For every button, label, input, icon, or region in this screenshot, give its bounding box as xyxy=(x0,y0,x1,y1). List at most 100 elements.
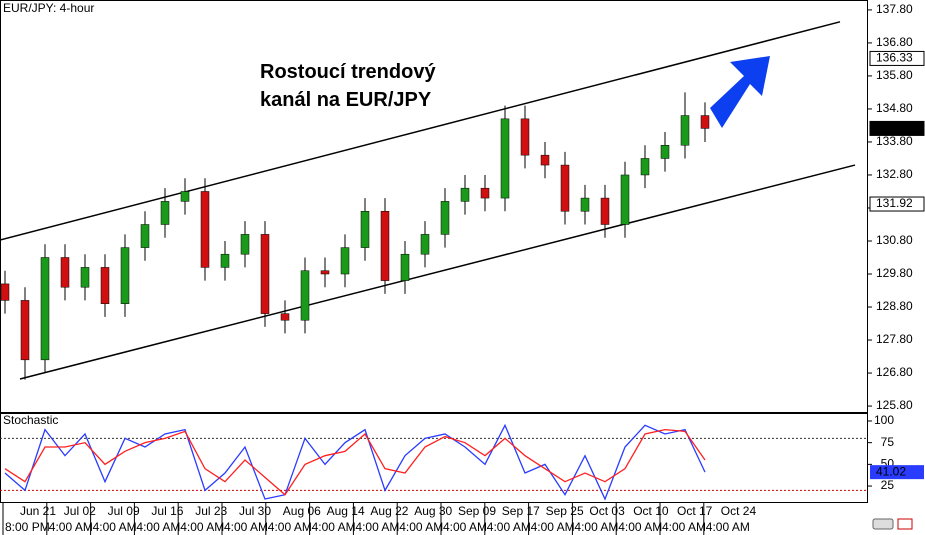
trend-line xyxy=(0,21,841,241)
candle-body xyxy=(440,201,450,235)
candle-body xyxy=(280,313,290,321)
candle-body xyxy=(640,158,650,176)
x-date-label: Jul 09 xyxy=(108,504,140,518)
candle-body xyxy=(460,187,470,202)
x-time-label: 4:00 AM xyxy=(224,520,268,534)
candle-body xyxy=(540,154,550,166)
annotation: kanál na EUR/JPY xyxy=(260,89,432,111)
x-date-label: Aug 22 xyxy=(370,504,408,518)
stoch-line xyxy=(4,423,706,501)
scroll-button[interactable] xyxy=(872,518,894,530)
candle-body xyxy=(340,247,350,275)
x-time-label: 4:00 AM xyxy=(662,520,706,534)
x-time-label: 4:00 AM xyxy=(49,520,93,534)
close-button[interactable] xyxy=(897,518,913,530)
x-date-label: Oct 17 xyxy=(677,504,713,518)
x-date-label: Oct 10 xyxy=(633,504,669,518)
y-tick-label: 128.80 xyxy=(876,299,913,313)
price-marker xyxy=(869,196,925,212)
candle-body xyxy=(0,283,10,301)
x-time-label: 4:00 AM xyxy=(312,520,356,534)
y-tick-label: 127.80 xyxy=(876,332,913,346)
candle-body xyxy=(360,211,370,248)
candle-body xyxy=(320,270,330,275)
y-tick-label: 133.80 xyxy=(876,134,913,148)
candle-body xyxy=(600,197,610,225)
x-time-label: 8:00 PM xyxy=(5,520,50,534)
price-marker xyxy=(869,120,925,136)
y-tick-label: 125.80 xyxy=(876,398,913,412)
y-tick-label: 100 xyxy=(874,413,894,427)
candle-body xyxy=(300,270,310,321)
candle-body xyxy=(160,201,170,225)
x-time-label: 4:00 AM xyxy=(487,520,531,534)
candle-body xyxy=(140,224,150,248)
price-marker-label: 131.92 xyxy=(876,196,913,210)
x-time-label: 4:00 AM xyxy=(268,520,312,534)
stoch-title-bg xyxy=(1,414,53,427)
x-date-label: Jun 21 xyxy=(20,504,56,518)
y-tick-label: 134.80 xyxy=(876,101,913,115)
stochastic-panel xyxy=(0,413,868,503)
candle-body xyxy=(580,197,590,212)
x-time-label: 4:00 AM xyxy=(443,520,487,534)
arrow xyxy=(710,56,770,128)
price-marker xyxy=(869,50,925,66)
candle-body xyxy=(200,191,210,268)
x-time-label: 4:00 AM xyxy=(399,520,443,534)
x-time-label: 4:00 AM xyxy=(531,520,575,534)
candle-body xyxy=(180,191,190,202)
stoch-marker-label: 41.02 xyxy=(876,464,906,478)
candle-body xyxy=(620,174,630,225)
candle-body xyxy=(500,118,510,199)
x-date-label: Aug 06 xyxy=(283,504,321,518)
candle-body xyxy=(480,187,490,199)
y-tick-label: 25 xyxy=(881,478,895,492)
x-time-label: 4:00 AM xyxy=(180,520,224,534)
candle-body xyxy=(60,257,70,288)
candle-body xyxy=(240,234,250,255)
candle-body xyxy=(380,211,390,281)
x-date-label: Sep 09 xyxy=(458,504,496,518)
stochastic-title: Stochastic xyxy=(3,413,58,427)
trend-line xyxy=(19,164,856,380)
stoch-marker xyxy=(870,465,924,480)
chart-title: EUR/JPY: 4-hour xyxy=(3,1,94,15)
x-time-label: 4:00 AM xyxy=(355,520,399,534)
candle-body xyxy=(80,267,90,288)
y-tick-label: 130.80 xyxy=(876,233,913,247)
candle-body xyxy=(700,115,710,129)
candle-body xyxy=(120,247,130,304)
y-tick-label: 129.80 xyxy=(876,266,913,280)
candle-body xyxy=(660,145,670,159)
candle-body xyxy=(420,234,430,255)
candle-body xyxy=(220,253,230,268)
candle-body xyxy=(20,300,30,361)
x-date-label: Sep 17 xyxy=(502,504,540,518)
y-tick-label: 126.80 xyxy=(876,365,913,379)
x-time-label: 4:00 AM xyxy=(136,520,180,534)
candle-body xyxy=(400,253,410,281)
y-tick-label: 137.80 xyxy=(876,2,913,16)
price-marker-label: 136.33 xyxy=(876,51,913,65)
title-bg xyxy=(1,1,111,16)
x-date-label: Aug 14 xyxy=(327,504,365,518)
candle-body xyxy=(100,267,110,304)
x-date-label: Jul 23 xyxy=(195,504,227,518)
candle-body xyxy=(680,115,690,146)
candle-body xyxy=(260,234,270,314)
y-tick-label: 75 xyxy=(881,435,895,449)
y-tick-label: 136.80 xyxy=(876,35,913,49)
candle-body xyxy=(520,118,530,156)
x-time-label: 4:00 AM xyxy=(574,520,618,534)
x-time-label: 4:00 AM xyxy=(93,520,137,534)
x-date-label: Oct 24 xyxy=(721,504,757,518)
annotation: Rostoucí trendový xyxy=(260,61,436,83)
stoch-line xyxy=(4,428,706,496)
x-time-label: 4:00 AM xyxy=(618,520,662,534)
x-date-label: Jul 16 xyxy=(151,504,183,518)
y-tick-label: 135.80 xyxy=(876,68,913,82)
